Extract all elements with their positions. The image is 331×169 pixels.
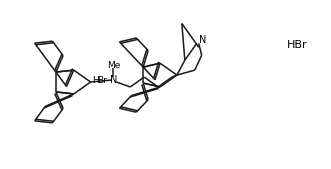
Text: Me: Me	[107, 61, 120, 70]
Text: H: H	[93, 76, 99, 84]
Text: Br: Br	[98, 76, 108, 84]
Text: N: N	[110, 75, 117, 85]
Text: HBr: HBr	[287, 40, 307, 50]
Text: N: N	[199, 35, 206, 45]
